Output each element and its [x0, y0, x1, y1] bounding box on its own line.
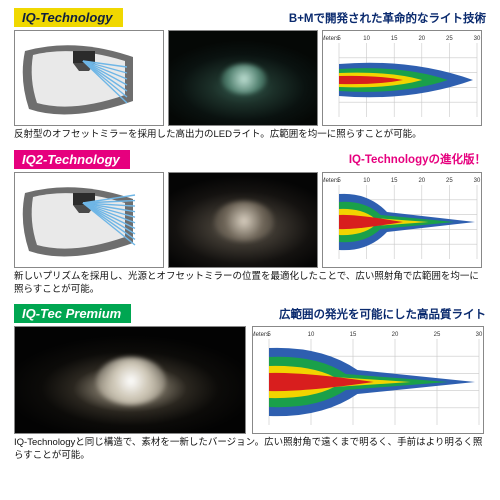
svg-text:10: 10 [308, 332, 315, 338]
section-tagline: B+Mで開発された革命的なライト技術 [133, 10, 486, 26]
svg-text:25: 25 [434, 332, 441, 338]
tagline-rest: で開発された革命的なライト技術 [314, 13, 487, 25]
section-caption: 新しいプリズムを採用し、光源とオフセットミラーの位置を最適化したことで、広い照射… [14, 271, 486, 297]
tagline-prefix: B+M [289, 13, 314, 25]
tech-badge: IQ2-Technology [14, 150, 130, 169]
svg-text:20: 20 [392, 332, 399, 338]
tech-section-0: IQ-Technology B+Mで開発された革命的なライト技術 Meters … [14, 8, 486, 142]
tunnel-photo-panel [168, 172, 318, 268]
section-caption: IQ-Technologyと同じ構造で、素材を一新したバージョン。広い照射角で遠… [14, 437, 486, 463]
section-tagline: IQ-Technologyの進化版！ [140, 151, 486, 167]
mirror-diagram-panel [14, 30, 164, 126]
tech-badge: IQ-Tec Premium [14, 304, 131, 323]
mirror-diagram-panel [14, 172, 164, 268]
svg-text:30: 30 [476, 332, 483, 338]
svg-text:15: 15 [350, 332, 357, 338]
svg-text:20: 20 [418, 178, 425, 184]
tech-section-2: IQ-Tec Premium 広範囲の発光を可能にした高品質ライト Meters… [14, 304, 486, 463]
svg-text:25: 25 [446, 36, 453, 42]
section-header: IQ2-Technology IQ-Technologyの進化版！ [14, 150, 486, 169]
tagline-prefix: IQ-Technology [349, 154, 429, 166]
tech-section-1: IQ2-Technology IQ-Technologyの進化版！ Meters… [14, 150, 486, 297]
svg-text:30: 30 [474, 178, 481, 184]
heatmap-panel: Meters 51015202530 [252, 326, 484, 434]
tagline-rest: 広範囲の発光を可能にした高品質ライト [279, 309, 486, 321]
svg-text:10: 10 [363, 36, 370, 42]
panel-row: Meters 51015202530 [14, 326, 486, 434]
tagline-rest: の進化版！ [429, 154, 487, 166]
section-header: IQ-Tec Premium 広範囲の発光を可能にした高品質ライト [14, 304, 486, 323]
svg-text:15: 15 [391, 178, 398, 184]
heatmap-panel: Meters 51015202530 [322, 30, 482, 126]
svg-text:20: 20 [418, 36, 425, 42]
panel-row: Meters 51015202530 [14, 30, 486, 126]
svg-text:25: 25 [446, 178, 453, 184]
section-tagline: 広範囲の発光を可能にした高品質ライト [141, 306, 486, 322]
heatmap-panel: Meters 51015202530 [322, 172, 482, 268]
section-caption: 反射型のオフセットミラーを採用した高出力のLEDライト。広範囲を均一に照らすこと… [14, 129, 486, 142]
tunnel-photo-panel [14, 326, 246, 434]
svg-text:30: 30 [474, 36, 481, 42]
tech-badge: IQ-Technology [14, 8, 123, 27]
section-header: IQ-Technology B+Mで開発された革命的なライト技術 [14, 8, 486, 27]
tunnel-photo-panel [168, 30, 318, 126]
panel-row: Meters 51015202530 [14, 172, 486, 268]
svg-text:10: 10 [363, 178, 370, 184]
svg-text:15: 15 [391, 36, 398, 42]
